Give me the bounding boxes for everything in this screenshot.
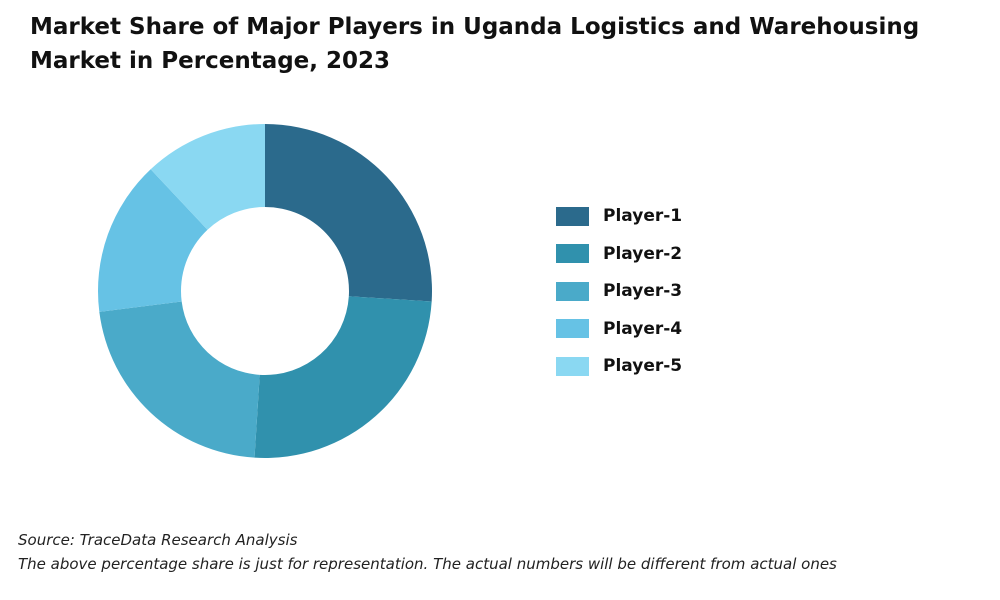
donut-slice-player-1 [265,124,432,302]
legend-label: Player-4 [603,318,683,339]
legend-item-player-2: Player-2 [556,244,682,264]
legend-item-player-5: Player-5 [556,356,682,376]
legend-label: Player-5 [603,356,683,376]
legend-label: Player-1 [603,206,683,226]
donut-slice-player-2 [254,296,432,458]
legend-swatch [556,244,589,263]
legend-swatch [556,319,589,338]
disclaimer-note: The above percentage share is just for r… [18,555,837,573]
legend-swatch [556,281,589,301]
donut-slice-player-3 [99,301,260,458]
legend-swatch [556,206,589,226]
donut-slice-player-5 [150,124,265,230]
legend-label: Player-3 [603,281,683,301]
chart-footer: Source: TraceData Research Analysis The … [18,528,837,576]
legend-item-player-4: Player-4 [556,319,682,339]
legend-item-player-1: Player-1 [556,206,682,226]
donut-slice-player-4 [97,169,208,312]
source-note: Source: TraceData Research Analysis [18,531,298,549]
chart-legend: Player-1 Player-2 Player-3 Player-4 Player-5 [556,206,682,394]
legend-swatch [556,356,589,376]
legend-item-player-3: Player-3 [556,281,682,301]
legend-label: Player-2 [603,243,683,264]
chart-title: Market Share of Major Players in Uganda … [30,14,920,74]
